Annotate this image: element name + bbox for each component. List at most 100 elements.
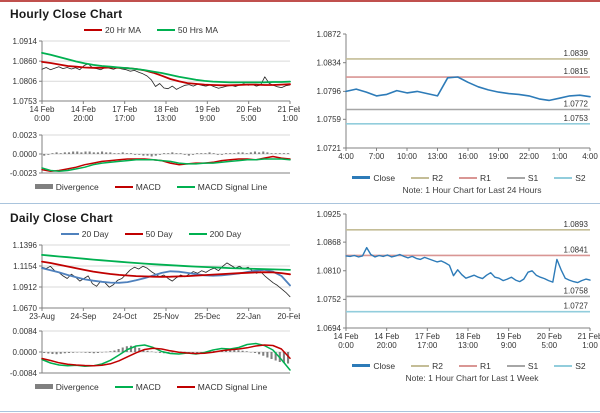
x-tick-label: 17:00: [417, 341, 438, 350]
daily-macd-line: [41, 342, 291, 371]
divergence-bar: [253, 151, 257, 154]
hourly-chart-title: Hourly Close Chart: [10, 7, 123, 21]
divergence-bar: [84, 151, 87, 154]
divergence-bar: [270, 153, 273, 154]
divergence-bar: [233, 350, 236, 352]
legend-item: Divergence: [34, 182, 99, 192]
hourly-macd-legend: Divergence MACD MACD Signal Line: [2, 180, 300, 193]
legend-swatch: [506, 364, 525, 367]
daily-close-panel: Daily Close Chart 20 Day 50 Day 200 Day 1.…: [0, 203, 300, 411]
x-tick-label: 17:00: [115, 114, 136, 123]
divergence-bar: [183, 351, 186, 353]
legend-label: R2: [432, 172, 443, 183]
x-tick-label: 4:00: [338, 152, 354, 161]
x-tick-label: 0:00: [34, 114, 50, 123]
x-tick-label: 23-Aug: [29, 312, 55, 321]
legend-swatch: [34, 184, 53, 189]
legend-label: 20 Hr MA: [104, 24, 141, 35]
divergence-bar: [274, 153, 277, 154]
divergence-bar: [92, 152, 95, 154]
x-tick-label: 0:00: [338, 341, 354, 350]
divergence-bar: [282, 352, 285, 363]
x-tick-label: 25-Nov: [153, 312, 179, 321]
legend-item: S2: [554, 173, 586, 183]
divergence-bar: [154, 352, 157, 353]
y-tick-label: 1.0759: [317, 115, 342, 124]
level-label-R2: 1.0839: [564, 49, 589, 58]
divergence-bar: [121, 152, 124, 154]
daily-macd-legend: Divergence MACD MACD Signal Line: [2, 380, 300, 393]
divergence-bar: [154, 154, 157, 156]
divergence-bar: [274, 352, 277, 361]
y-tick-label: 1.0860: [13, 57, 38, 66]
divergence-bar: [245, 351, 248, 352]
legend-swatch: [60, 232, 79, 235]
hourly-macd-signal-line: [41, 158, 291, 173]
y-tick-label: 0.0084: [13, 327, 38, 336]
y-tick-label: 1.0925: [317, 210, 342, 219]
legend-swatch: [83, 28, 102, 31]
divergence-bar: [101, 352, 104, 353]
divergence-bar: [225, 153, 228, 154]
divergence-bar: [134, 346, 137, 352]
x-tick-label: 14 Feb: [374, 332, 399, 341]
divergence-bar: [105, 152, 108, 154]
divergence-bar: [88, 151, 91, 154]
legend-label: Close: [373, 172, 396, 183]
divergence-bar: [196, 153, 199, 154]
divergence-bar: [262, 151, 265, 154]
intraday-24h-legend: Close R2 R1 S1 S2: [302, 171, 600, 184]
divergence-bar: [229, 350, 232, 352]
legend-label: MACD: [135, 381, 161, 392]
divergence-bar: [278, 153, 281, 154]
divergence-bar: [59, 352, 62, 354]
y-tick-label: 1.0868: [317, 238, 342, 247]
hourly-ma-legend: 20 Hr MA 50 Hrs MA: [2, 23, 300, 36]
legend-label: 50 Day: [145, 228, 173, 239]
level-label-S2: 1.0727: [564, 302, 589, 311]
divergence-bar: [76, 151, 79, 154]
y-tick-label: 1.0834: [317, 58, 342, 67]
y-tick-label: 1.0694: [317, 324, 342, 333]
x-tick-label: 9:00: [200, 114, 216, 123]
x-tick-label: 20-Feb: [277, 312, 300, 321]
legend-label: R1: [479, 172, 491, 183]
y-tick-label: 0.0023: [13, 131, 38, 140]
divergence-bar: [225, 350, 228, 352]
divergence-bar: [76, 352, 79, 353]
x-tick-label: 22:00: [519, 152, 540, 161]
y-tick-label: 0.0000: [13, 150, 38, 159]
legend-item: S2: [554, 361, 586, 371]
x-tick-label: 20:00: [73, 114, 94, 123]
divergence-bar: [245, 153, 248, 154]
y-tick-label: 1.0914: [13, 37, 38, 46]
divergence-bar: [134, 154, 137, 155]
divergence-bar: [101, 151, 104, 154]
divergence-bar: [96, 352, 99, 353]
divergence-bar: [96, 152, 99, 154]
daily-macd-signal-line: [41, 344, 291, 367]
divergence-bar: [183, 154, 186, 155]
close-24h-line: [345, 76, 591, 102]
legend-label: S1: [527, 360, 539, 371]
x-tick-label: 24-Sep: [70, 312, 96, 321]
divergence-bar: [237, 152, 240, 154]
legend-swatch: [506, 176, 525, 179]
legend-item: 50 Hrs MA: [156, 25, 218, 35]
x-tick-label: 18 Feb: [154, 105, 179, 114]
divergence-bar: [72, 352, 75, 353]
divergence-bar: [187, 154, 190, 156]
divergence-bar: [117, 153, 120, 154]
y-tick-label: 1.0806: [13, 77, 38, 86]
legend-item: Close: [352, 173, 395, 183]
legend-swatch: [176, 185, 195, 188]
y-tick-label: 1.0752: [317, 295, 342, 304]
x-tick-label: 25-Dec: [194, 312, 220, 321]
divergence-bar: [249, 152, 252, 154]
legend-item: S1: [506, 173, 538, 183]
daily-ma-legend: 20 Day 50 Day 200 Day: [2, 227, 300, 240]
divergence-bar: [51, 352, 54, 354]
